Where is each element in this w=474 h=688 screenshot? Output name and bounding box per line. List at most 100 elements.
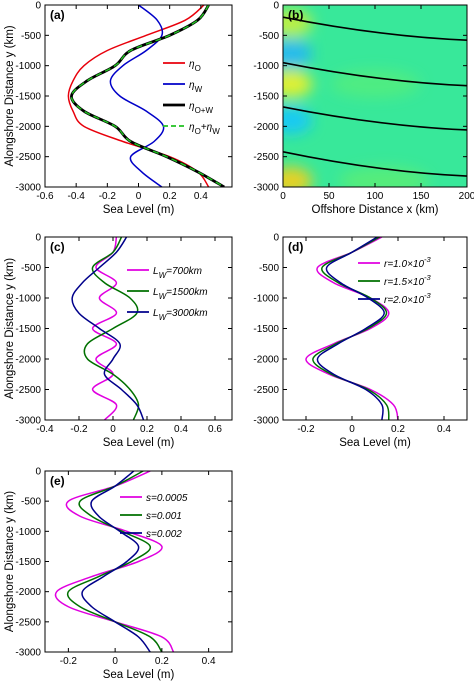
series-line (67, 5, 210, 187)
x-tick-label: 0 (349, 424, 355, 435)
x-tick-label: -0.4 (36, 424, 54, 435)
heatmap-blob (283, 106, 313, 135)
series-line (83, 237, 140, 420)
y-axis-label: Alongshore Distance y (km) (4, 491, 16, 632)
x-axis-label: Offshore Distance x (km) (312, 204, 439, 216)
y-tick-label: -2000 (253, 122, 279, 133)
legend: ηO ηW ηO+W ηO+ηW (163, 59, 220, 136)
series-group (67, 5, 225, 187)
plot-frame (44, 4, 233, 188)
legend-entry: ηO (189, 59, 201, 73)
panel-label: (a) (50, 8, 65, 22)
x-tick-label: -0.2 (60, 656, 78, 667)
x-tick-label: 0.2 (140, 424, 154, 435)
y-tick-label: -2000 (15, 122, 41, 133)
x-tick-label: 200 (459, 191, 474, 202)
x-tick-label: 0.4 (437, 424, 451, 435)
x-tick-label: 0.4 (194, 191, 208, 202)
series-line (71, 237, 145, 420)
y-tick-label: -2000 (15, 587, 41, 598)
y-tick-label: -500 (259, 263, 279, 274)
y-tick-label: 0 (273, 233, 279, 244)
x-tick-label: -0.4 (68, 191, 86, 202)
x-tick-label: 0 (110, 424, 116, 435)
contour-line (283, 151, 467, 177)
panel-c: -0.4 -0.2 0 0.2 0.4 0.6 0 -500 -1000 -1500 -2000 -2… (4, 233, 233, 449)
y-tick-label: -3000 (253, 183, 279, 194)
legend-entry: s=0.001 (146, 511, 182, 522)
plot-frame (44, 236, 233, 421)
heatmap-blob (283, 9, 313, 38)
y-tick-label: -3000 (15, 416, 41, 427)
legend-entry: LW=700km (153, 266, 202, 280)
heatmap-field (283, 5, 467, 187)
y-tick-label: -2500 (15, 385, 41, 396)
panel-label: (e) (50, 474, 65, 488)
x-axis-label: Sea Level (m) (103, 204, 175, 216)
x-axis-label: Sea Level (m) (103, 437, 175, 449)
heatmap-blob (283, 39, 313, 68)
x-tick-label: 0.2 (155, 656, 169, 667)
y-tick-label: -1000 (253, 294, 279, 305)
panel-d: -0.2 0 0.2 0.4 0 -500 -1000 -1500 -2000 -2500 -300… (253, 233, 468, 449)
legend: s=0.0005 s=0.001 s=0.002 (120, 493, 188, 540)
x-tick-label: 50 (323, 191, 335, 202)
y-tick-label: -1500 (253, 92, 279, 103)
legend: LW=700km LW=1500km LW=3000km (127, 266, 208, 322)
x-tick-label: 0.4 (202, 656, 216, 667)
series-group (71, 237, 145, 420)
y-tick-label: -2500 (15, 617, 41, 628)
y-tick-label: -3000 (15, 183, 41, 194)
legend-entry: ηW (189, 80, 203, 94)
legend-entry: r=1.5×10-3 (384, 273, 432, 288)
y-tick-label: -500 (21, 497, 41, 508)
x-tick-label: -0.2 (297, 424, 315, 435)
panel-label: (c) (50, 240, 65, 254)
legend-entry: ηO+ηW (189, 122, 220, 136)
series-line (70, 5, 225, 187)
x-tick-label: 0.4 (174, 424, 188, 435)
x-tick-label: -0.6 (36, 191, 54, 202)
y-tick-label: -1500 (253, 324, 279, 335)
y-tick-label: 0 (35, 467, 41, 478)
x-tick-label: 0.2 (391, 424, 405, 435)
y-tick-label: -1500 (15, 92, 41, 103)
x-tick-label: -0.2 (99, 191, 117, 202)
series-line (70, 5, 225, 187)
x-tick-label: 0 (280, 191, 286, 202)
legend-entry: s=0.002 (146, 529, 182, 540)
series-line (305, 237, 399, 420)
y-tick-label: 0 (35, 1, 41, 12)
y-tick-label: -500 (259, 31, 279, 42)
x-tick-label: 0.6 (208, 424, 222, 435)
heatmap-blob (283, 166, 313, 187)
series-line (312, 237, 390, 420)
y-axis-label: Alongshore Distance y (km) (4, 25, 16, 166)
panel-label: (d) (288, 240, 303, 254)
series-line (316, 237, 385, 420)
y-tick-label: -3000 (253, 416, 279, 427)
heatmap-blob (330, 69, 420, 98)
x-tick-label: 150 (413, 191, 430, 202)
y-tick-label: -1000 (15, 294, 41, 305)
y-tick-label: 0 (35, 233, 41, 244)
y-tick-label: -1500 (15, 324, 41, 335)
legend-entry: r=1.0×10-3 (384, 255, 432, 270)
x-axis-label: Sea Level (m) (103, 669, 175, 681)
y-tick-label: -1000 (15, 61, 41, 72)
y-axis-label: Alongshore Distance y (km) (4, 258, 16, 399)
contour-line (283, 16, 467, 41)
y-tick-label: -1000 (15, 527, 41, 538)
x-tick-label: -0.2 (70, 424, 88, 435)
y-tick-label: 0 (273, 1, 279, 12)
y-tick-label: -500 (21, 31, 41, 42)
panel-b: 0 50 100 150 200 0 -500 -1000 -1500 -2000 -2500 -30… (253, 1, 474, 217)
y-tick-label: -2500 (15, 152, 41, 163)
x-tick-label: 0 (136, 191, 142, 202)
series-group (54, 471, 175, 652)
series-group (305, 237, 399, 420)
x-tick-label: 0.2 (163, 191, 177, 202)
panel-e: -0.2 0 0.2 0.4 0 -500 -1000 -1500 -2000 -2500 -300… (4, 467, 233, 681)
series-line (91, 237, 118, 420)
